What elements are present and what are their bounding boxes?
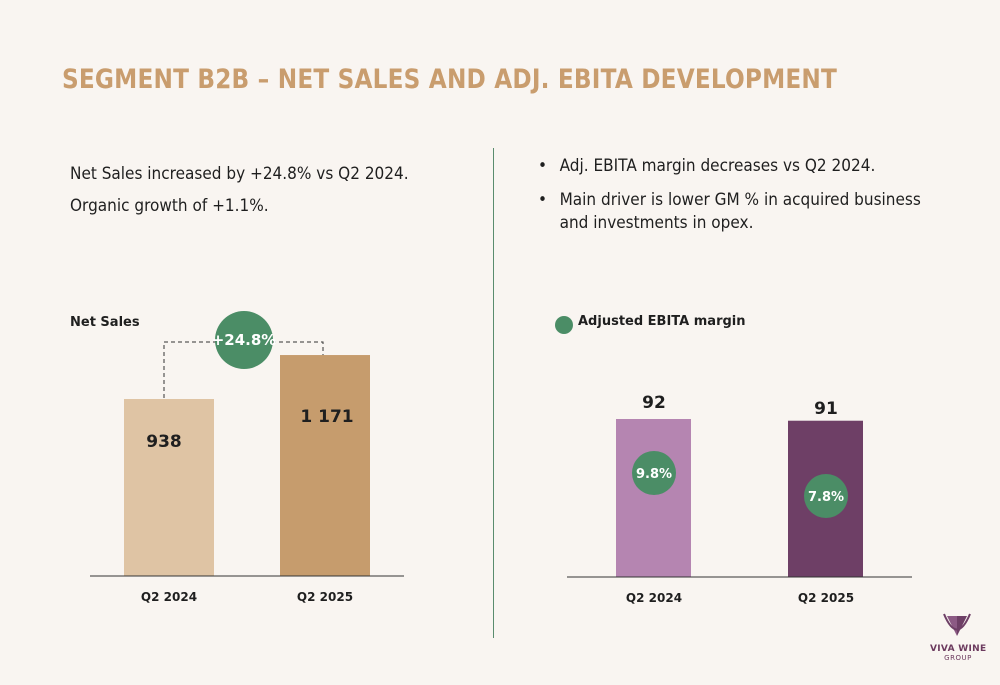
bullet-item-2: • Main driver is lower GM % in acquired … xyxy=(538,189,921,235)
net-sales-value-q2-2025: 1 171 xyxy=(300,407,353,427)
ebita-bar-q2-2024 xyxy=(616,419,691,577)
net-sales-commentary: Net Sales increased by +24.8% vs Q2 2024… xyxy=(70,164,409,228)
ebita-value-q2-2024: 92 xyxy=(642,393,666,413)
bullet-item-1: • Adj. EBITA margin decreases vs Q2 2024… xyxy=(538,155,921,178)
net-sales-category-q2-2024: Q2 2024 xyxy=(141,590,197,604)
ebita-margin-badge-q2-2024 xyxy=(632,451,676,495)
ebita-margin-badge-q2-2025 xyxy=(804,474,848,518)
viva-wine-logo-icon xyxy=(943,613,971,636)
bullet-marker: • xyxy=(538,190,548,210)
ebita-commentary: • Adj. EBITA margin decreases vs Q2 2024… xyxy=(538,155,921,246)
brand-logo: VIVA WINE GROUP xyxy=(930,644,986,662)
ebita-chart: Adjusted EBITA margin 92 91 9.8% 7.8% Q2… xyxy=(555,314,912,605)
ebita-category-q2-2025: Q2 2025 xyxy=(798,591,854,605)
legend-marker-ebita-margin xyxy=(555,316,573,334)
net-sales-bar-q2-2024 xyxy=(124,399,214,576)
logo-name: VIVA WINE xyxy=(930,644,987,654)
commentary-line-2: Organic growth of +1.1%. xyxy=(70,196,269,216)
growth-badge xyxy=(215,311,273,369)
ebita-margin-label-q2-2024: 9.8% xyxy=(636,467,672,482)
commentary-line-1: Net Sales increased by +24.8% vs Q2 2024… xyxy=(70,164,409,184)
column-divider xyxy=(493,148,494,638)
ebita-value-q2-2025: 91 xyxy=(814,399,838,419)
bullet-marker: • xyxy=(538,156,548,176)
bullet-text-1: Adj. EBITA margin decreases vs Q2 2024. xyxy=(559,156,876,176)
net-sales-chart: Net Sales 938 1 171 +24.8% Q2 2024 Q2 20… xyxy=(70,311,404,604)
ebita-category-q2-2024: Q2 2024 xyxy=(626,591,682,605)
growth-badge-label: +24.8% xyxy=(212,331,277,349)
ebita-margin-label-q2-2025: 7.8% xyxy=(808,490,844,505)
net-sales-category-q2-2025: Q2 2025 xyxy=(297,590,353,604)
net-sales-bar-q2-2025 xyxy=(280,355,370,576)
page-title: SEGMENT B2B – NET SALES AND ADJ. EBITA D… xyxy=(62,64,838,95)
net-sales-chart-title: Net Sales xyxy=(70,315,140,330)
growth-connector-left xyxy=(163,341,218,398)
legend-label-ebita-margin: Adjusted EBITA margin xyxy=(578,314,746,329)
bullet-text-2b: and investments in opex. xyxy=(559,213,754,233)
net-sales-value-q2-2024: 938 xyxy=(146,432,182,452)
bullet-text-2a: Main driver is lower GM % in acquired bu… xyxy=(559,190,921,210)
logo-subtitle: GROUP xyxy=(944,654,972,662)
